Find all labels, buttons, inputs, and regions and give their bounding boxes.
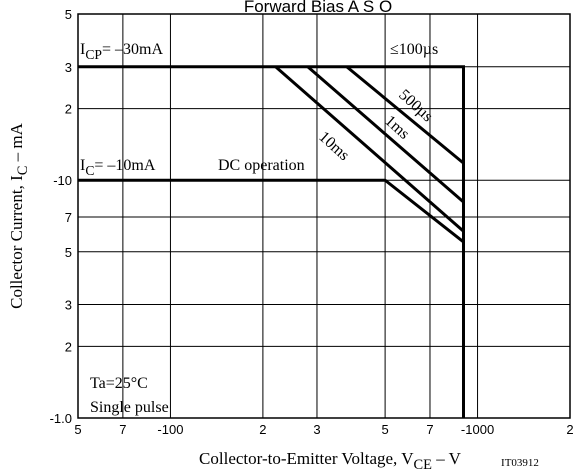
- y-axis-label-part: C: [15, 166, 31, 176]
- chart-title: Forward Bias A S O: [244, 0, 392, 16]
- annotation-part: = –10mA: [94, 157, 155, 174]
- x-tick-label: -1000: [461, 422, 494, 437]
- x-tick-label: 3: [313, 422, 320, 437]
- x-tick-label: 7: [119, 422, 126, 437]
- series-label: ≤100µs: [390, 41, 438, 58]
- soa-line: [78, 65, 465, 418]
- y-tick-label: -10: [53, 173, 72, 188]
- x-axis-label-part: CE: [414, 457, 433, 473]
- soa-line: [274, 65, 465, 233]
- annotation: ICP= –30mA: [80, 41, 163, 62]
- series-label: 10ms: [315, 128, 352, 164]
- x-tick-label: 5: [381, 422, 388, 437]
- y-tick-label: 3: [65, 298, 72, 313]
- soa-line: [78, 178, 465, 244]
- y-axis-label-part: – mA: [7, 122, 26, 165]
- y-tick-label: 3: [65, 60, 72, 75]
- soa-line: [306, 65, 465, 204]
- y-axis-label: Collector Current, IC – mA: [7, 122, 31, 308]
- x-axis-label-part: Collector-to-Emitter Voltage, V: [199, 449, 414, 468]
- y-tick-label: 2: [65, 102, 72, 117]
- x-axis-label: Collector-to-Emitter Voltage, VCE – V: [199, 449, 462, 473]
- y-axis-label-part: Collector Current, I: [7, 175, 26, 309]
- annotation: IC= –10mA: [80, 157, 156, 178]
- annotation-part: I: [80, 41, 85, 58]
- annotation-part: C: [85, 163, 94, 178]
- y-tick-label: 7: [65, 210, 72, 225]
- x-tick-label: 2: [566, 422, 573, 437]
- annotation: Ta=25°C: [90, 375, 148, 392]
- y-tick-label: 2: [65, 339, 72, 354]
- soa-line: [345, 65, 465, 165]
- annotation: Single pulse: [90, 399, 169, 416]
- x-tick-label: 7: [426, 422, 433, 437]
- figure-id: IT03912: [501, 457, 539, 469]
- series-label: DC operation: [218, 157, 305, 174]
- y-tick-label: 5: [65, 245, 72, 260]
- annotation-part: I: [80, 157, 85, 174]
- y-tick-label: 5: [65, 7, 72, 22]
- x-axis-label-part: – V: [432, 449, 462, 468]
- y-tick-label: -1.0: [50, 411, 72, 426]
- annotation-part: CP: [85, 47, 102, 62]
- x-tick-label: -100: [157, 422, 183, 437]
- plot-frame: [77, 13, 571, 419]
- x-tick-label: 2: [259, 422, 266, 437]
- x-tick-label: 5: [74, 422, 81, 437]
- annotation-part: = –30mA: [102, 41, 163, 58]
